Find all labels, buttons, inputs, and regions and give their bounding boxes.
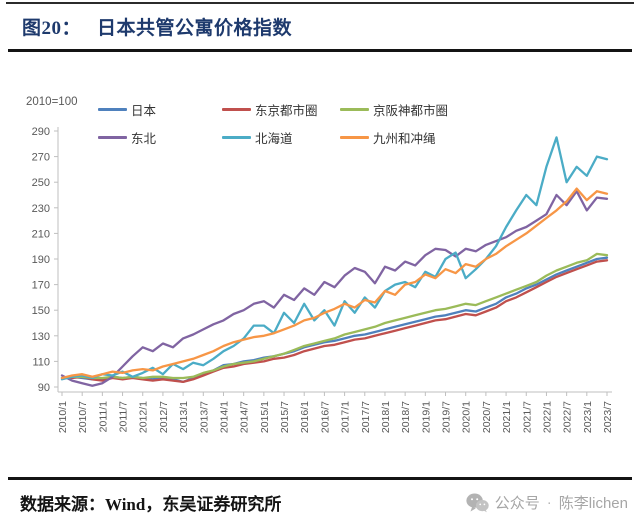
y-tick-label: 170 xyxy=(32,280,50,292)
x-tick-label: 2014/7 xyxy=(239,401,251,433)
x-tick-label: 2015/7 xyxy=(279,401,291,433)
series-line-5 xyxy=(60,136,609,381)
x-tick-label: 2023/7 xyxy=(602,401,614,433)
x-tick-label: 2022/7 xyxy=(562,401,574,433)
x-tick-label: 2020/7 xyxy=(481,401,493,433)
y-tick-label: 190 xyxy=(32,254,50,266)
x-tick-label: 2022/1 xyxy=(541,401,553,433)
legend-swatch xyxy=(222,135,251,140)
x-tick-label: 2012/7 xyxy=(158,401,170,433)
legend-item-1: 日本 xyxy=(98,100,222,119)
x-tick-label: 2017/7 xyxy=(360,401,372,433)
price-index-line-chart: 290 270 250 230 210 190 170 150 130 110 90 2010/1 20… xyxy=(32,126,614,433)
title-divider-line xyxy=(8,49,632,52)
y-tick-label: 250 xyxy=(32,177,50,189)
legend-swatch xyxy=(340,107,369,112)
x-tick-label: 2016/7 xyxy=(319,401,331,433)
x-tick-label: 2023/1 xyxy=(582,401,594,433)
legend-swatch xyxy=(222,107,251,112)
data-source-text: 数据来源：Wind，东吴证券研究所 xyxy=(20,495,282,514)
legend-item-3: 京阪神都市圈 xyxy=(340,100,448,119)
wechat-account-name: 陈李lichen xyxy=(558,495,628,512)
footer-divider-line xyxy=(8,477,632,480)
legend-label: 东京都市圈 xyxy=(255,104,318,118)
x-tick-label: 2013/7 xyxy=(198,401,210,433)
x-tick-label: 2018/7 xyxy=(400,401,412,433)
x-tick-label: 2021/1 xyxy=(501,401,513,433)
chart-legend: 日本 东京都市圈 京阪神都市圈东北 北海道 九州和冲绳 xyxy=(98,100,448,147)
x-tick-label: 2011/1 xyxy=(97,401,109,432)
wechat-separator: · xyxy=(546,494,552,511)
legend-label: 北海道 xyxy=(255,132,293,146)
x-tick-label: 2020/1 xyxy=(461,401,473,433)
x-tick-label: 2017/1 xyxy=(340,401,352,433)
legend-swatch xyxy=(98,135,127,140)
x-tick-label: 2016/1 xyxy=(299,401,311,433)
y-tick-label: 270 xyxy=(32,152,50,164)
legend-swatch xyxy=(340,135,369,140)
figure-number: 图20： xyxy=(22,18,82,39)
legend-item-5: 北海道 xyxy=(222,128,340,147)
legend-item-6: 九州和冲绳 xyxy=(340,128,448,147)
y-tick-label: 130 xyxy=(32,331,50,343)
legend-label: 日本 xyxy=(131,104,157,118)
x-tick-label: 2010/1 xyxy=(57,401,69,433)
x-tick-label: 2019/7 xyxy=(441,401,453,433)
series-line-1 xyxy=(60,256,609,384)
y-tick-label: 290 xyxy=(32,126,50,138)
axis-unit-label: 2010=100 xyxy=(26,96,78,108)
figure-title-text: 日本共管公寓价格指数 xyxy=(97,18,293,39)
legend-item-4: 东北 xyxy=(98,128,222,147)
figure-title: 图20： 日本共管公寓价格指数 xyxy=(22,13,292,40)
x-tick-label: 2021/7 xyxy=(521,401,533,433)
y-tick-label: 150 xyxy=(32,305,50,317)
legend-swatch xyxy=(98,107,127,112)
x-tick-label: 2011/7 xyxy=(118,401,130,432)
top-border-line xyxy=(6,2,634,4)
wechat-icon xyxy=(466,493,489,512)
x-tick-label: 2019/1 xyxy=(420,401,432,433)
x-tick-label: 2013/1 xyxy=(178,401,190,433)
y-tick-label: 90 xyxy=(38,382,50,394)
series-line-2 xyxy=(60,259,609,384)
y-tick-label: 110 xyxy=(32,356,50,368)
series-line-6 xyxy=(60,187,609,380)
series-line-3 xyxy=(60,252,609,380)
x-tick-label: 2018/1 xyxy=(380,401,392,433)
y-tick-label: 230 xyxy=(32,203,50,215)
y-tick-label: 210 xyxy=(32,228,50,240)
x-tick-label: 2014/1 xyxy=(218,401,230,433)
legend-item-2: 东京都市圈 xyxy=(222,100,340,119)
x-tick-label: 2010/7 xyxy=(77,401,89,433)
x-tick-label: 2012/1 xyxy=(138,401,150,433)
wechat-label: 公众号 xyxy=(494,495,540,512)
legend-label: 京阪神都市圈 xyxy=(373,104,449,118)
wechat-account-badge: 公众号 · 陈李lichen xyxy=(466,492,628,513)
legend-label: 东北 xyxy=(131,132,157,146)
legend-label: 九州和冲绳 xyxy=(373,132,436,146)
series-line-4 xyxy=(60,190,609,387)
x-tick-label: 2015/1 xyxy=(259,401,271,433)
